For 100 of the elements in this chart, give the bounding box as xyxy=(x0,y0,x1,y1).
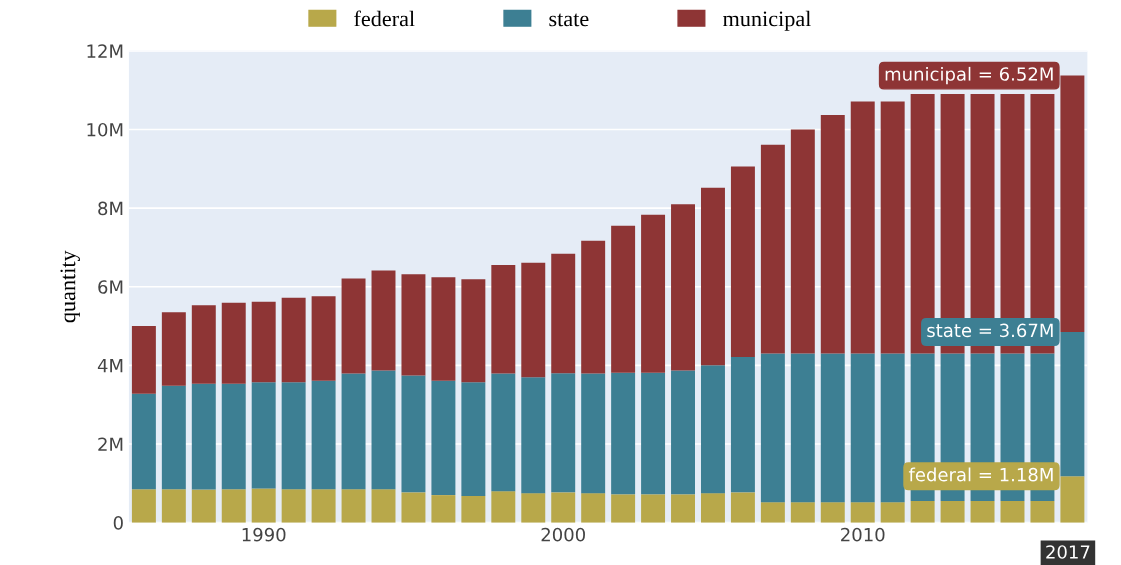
bar xyxy=(760,353,785,503)
bar xyxy=(581,373,606,494)
bar xyxy=(700,493,725,523)
bar xyxy=(790,502,815,523)
bar xyxy=(581,240,606,374)
bar xyxy=(401,375,426,493)
bar xyxy=(521,493,546,523)
bar xyxy=(611,494,636,523)
bar xyxy=(311,380,336,490)
bar xyxy=(491,491,516,523)
bar xyxy=(671,370,695,495)
bar xyxy=(910,501,935,523)
bar xyxy=(611,225,636,373)
bar xyxy=(371,370,396,490)
bar xyxy=(641,372,666,495)
bar xyxy=(521,377,546,494)
bar xyxy=(281,297,306,383)
bar xyxy=(671,494,695,523)
y-tick-label: 4M xyxy=(97,359,123,373)
y-tick-label: 2M xyxy=(98,437,123,451)
bar xyxy=(251,488,276,523)
bar xyxy=(850,101,875,354)
bar xyxy=(730,166,755,358)
x-tick-label: 2000 xyxy=(541,527,585,542)
x-tick-label: 2010 xyxy=(841,527,885,542)
bar xyxy=(131,393,156,490)
bar xyxy=(970,94,995,354)
bar xyxy=(730,357,755,493)
bar xyxy=(551,373,576,493)
bar xyxy=(431,277,456,381)
legend-label: municipal xyxy=(723,10,811,31)
bar xyxy=(880,353,905,503)
bar xyxy=(551,253,576,374)
annotation: municipal = 6.52M xyxy=(885,66,1053,85)
bar xyxy=(281,382,306,490)
bar xyxy=(431,380,456,496)
bar xyxy=(251,382,276,489)
bar xyxy=(551,492,576,523)
bar xyxy=(820,502,845,523)
bar xyxy=(221,302,246,384)
bar xyxy=(641,214,666,373)
bar xyxy=(491,373,516,492)
bar xyxy=(341,373,366,490)
legend-label: federal xyxy=(354,10,415,27)
bar xyxy=(431,495,456,523)
bar xyxy=(820,114,845,354)
legend-label: state xyxy=(549,13,589,27)
bar xyxy=(401,274,426,376)
bar xyxy=(131,326,156,394)
bar xyxy=(850,353,875,503)
bar xyxy=(1030,501,1055,523)
bar xyxy=(760,144,785,354)
bar xyxy=(970,501,995,523)
bar xyxy=(671,204,695,371)
bar xyxy=(940,501,965,523)
bar xyxy=(880,101,905,354)
bar xyxy=(641,494,666,523)
bar xyxy=(850,502,875,523)
bar xyxy=(281,489,306,523)
bar xyxy=(730,492,755,523)
bar xyxy=(161,312,186,386)
bar xyxy=(461,495,486,523)
bar xyxy=(191,489,216,523)
bar xyxy=(491,265,516,374)
bar xyxy=(611,372,636,495)
bar xyxy=(820,353,845,503)
bar xyxy=(581,493,606,523)
bar xyxy=(401,492,426,523)
bar xyxy=(191,305,216,384)
bar xyxy=(760,502,785,523)
bar xyxy=(341,278,366,374)
bar xyxy=(221,383,246,490)
y-tick-label: 10M xyxy=(87,122,123,137)
bar xyxy=(161,489,186,523)
bar xyxy=(461,382,486,496)
bar xyxy=(371,270,396,371)
bar xyxy=(790,353,815,503)
x-tick-label: 1990 xyxy=(242,527,286,542)
text: 2017 xyxy=(1046,545,1090,559)
bar xyxy=(1000,501,1025,523)
bar xyxy=(700,365,725,494)
bar xyxy=(790,129,815,354)
bar xyxy=(341,489,366,523)
y-tick-label: 12M xyxy=(87,44,123,58)
bar xyxy=(880,502,905,523)
bar xyxy=(311,296,336,381)
y-axis-title: quantity xyxy=(60,250,80,323)
y-tick-label: 0 xyxy=(113,516,123,530)
bar xyxy=(251,301,276,383)
bar xyxy=(521,262,546,378)
y-tick-label: 6M xyxy=(98,280,123,294)
bar xyxy=(461,279,486,383)
bar xyxy=(700,187,725,366)
y-tick-label: 8M xyxy=(98,201,123,216)
bar xyxy=(311,489,336,523)
bar xyxy=(191,383,216,490)
bar xyxy=(161,385,186,490)
annotation: federal = 1.18M xyxy=(908,467,1053,482)
bar xyxy=(221,489,246,523)
bar xyxy=(131,489,156,523)
